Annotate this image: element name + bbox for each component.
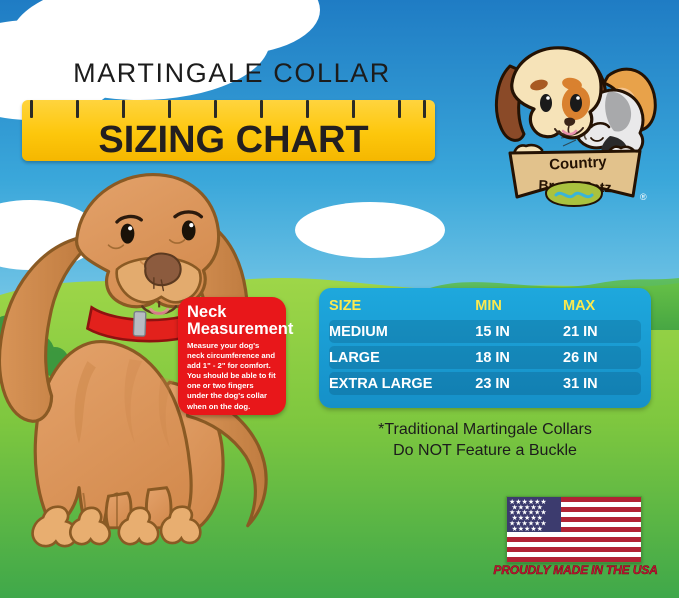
- svg-text:★★★★★: ★★★★★: [512, 525, 543, 533]
